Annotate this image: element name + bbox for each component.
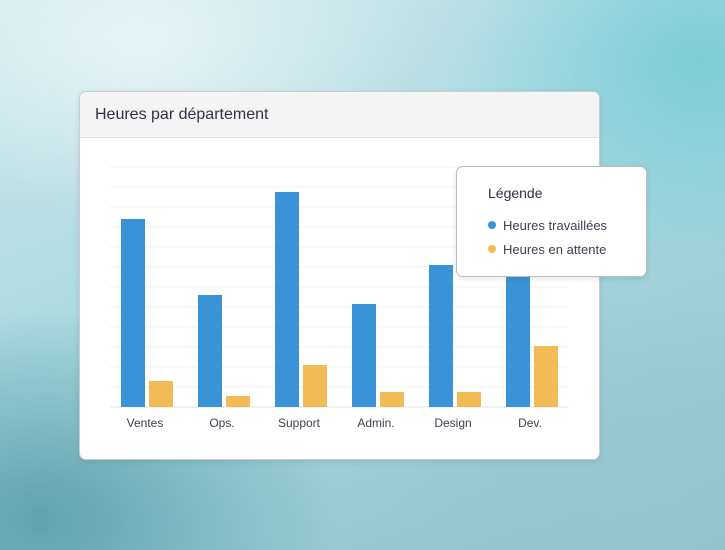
bar-worked-0 xyxy=(121,219,145,407)
bar-chart: Ventes Ops. Support Admin. Design Dev. xyxy=(110,166,569,430)
legend-dot-worked-icon xyxy=(488,221,496,229)
legend-label-pending: Heures en attente xyxy=(503,241,607,257)
bar-pending-1 xyxy=(226,396,250,407)
legend-item-pending: Heures en attente xyxy=(488,237,646,261)
bar-pending-3 xyxy=(380,392,404,407)
bar-worked-4 xyxy=(429,265,453,407)
legend-dot-pending-icon xyxy=(488,245,496,253)
legend-title: Légende xyxy=(488,185,543,201)
bar-pending-5 xyxy=(534,346,558,407)
legend-label-worked: Heures travaillées xyxy=(503,217,608,233)
bar-pending-4 xyxy=(457,392,481,407)
x-tick-label: Admin. xyxy=(357,416,394,430)
bar-worked-1 xyxy=(198,295,222,407)
legend-panel: Légende Heures travaillées Heures en att… xyxy=(456,166,647,277)
bar-worked-5 xyxy=(506,273,530,407)
bar-pending-2 xyxy=(303,365,327,407)
x-tick-label: Ventes xyxy=(127,416,164,430)
legend-item-worked: Heures travaillées xyxy=(488,213,646,237)
bar-pending-0 xyxy=(149,381,173,407)
x-tick-label: Design xyxy=(434,416,471,430)
x-tick-label: Ops. xyxy=(209,416,234,430)
bar-worked-2 xyxy=(275,192,299,407)
bar-worked-3 xyxy=(352,304,376,407)
x-tick-label: Dev. xyxy=(518,416,542,430)
x-tick-label: Support xyxy=(278,416,321,430)
card-header: Heures par département xyxy=(80,92,599,138)
card-title: Heures par département xyxy=(95,105,269,123)
